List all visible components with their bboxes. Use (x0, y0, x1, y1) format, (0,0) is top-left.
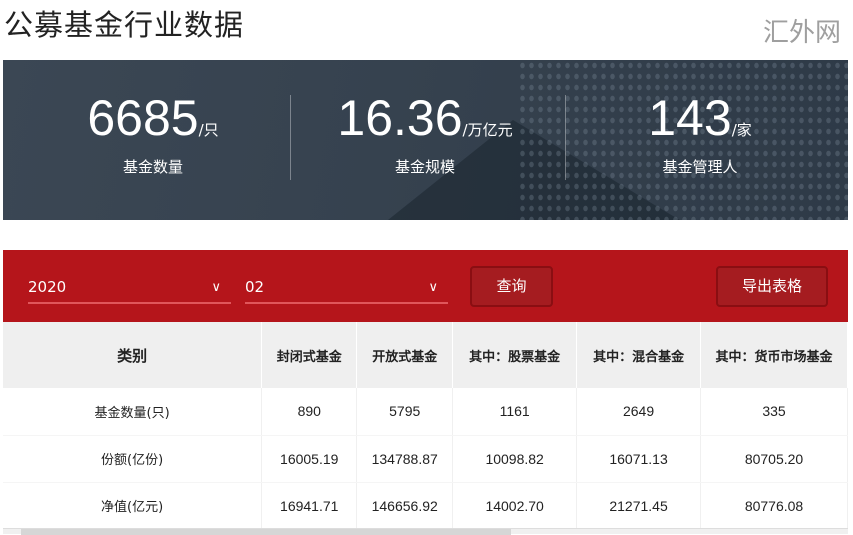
month-value: 02 (245, 278, 265, 296)
stat-unit: /家 (731, 121, 752, 139)
year-select[interactable]: 2020 ∨ (28, 272, 231, 304)
stat-fund-managers: 143/家 基金管理人 (560, 90, 840, 177)
banner-dots (518, 60, 848, 220)
month-select[interactable]: 02 ∨ (245, 272, 448, 304)
table-cell: 14002.70 (452, 482, 578, 530)
stat-unit: /只 (198, 121, 219, 139)
watermark-logo: 汇外网 (762, 18, 841, 48)
column-header: 类别 (3, 322, 263, 388)
chevron-down-icon: ∨ (428, 280, 438, 295)
stat-value: 143 (648, 90, 732, 146)
table-cell: 21271.45 (576, 482, 702, 530)
horizontal-scrollbar[interactable] (3, 528, 848, 535)
stat-label: 基金管理人 (662, 158, 738, 176)
table-cell: 80776.08 (700, 482, 848, 530)
table-cell: 890 (261, 388, 358, 436)
table-cell: 2649 (576, 388, 702, 436)
stat-fund-scale: 16.36/万亿元 基金规模 (285, 90, 565, 177)
table-cell: 5795 (356, 388, 454, 436)
column-header: 封闭式基金 (261, 322, 358, 388)
table-row: 基金数量(只) 890 5795 1161 2649 335 (3, 388, 848, 436)
column-header: 其中：股票基金 (452, 322, 578, 388)
chevron-down-icon: ∨ (211, 280, 221, 295)
page-title: 公募基金行业数据 (4, 8, 245, 42)
table-cell: 146656.92 (356, 482, 454, 530)
stat-label: 基金数量 (122, 158, 183, 176)
column-header: 开放式基金 (356, 322, 454, 388)
table-cell: 335 (700, 388, 848, 436)
column-header: 其中：混合基金 (576, 322, 702, 388)
table-cell: 1161 (452, 388, 578, 436)
stats-banner: 6685/只 基金数量 16.36/万亿元 基金规模 143/家 基金管理人 (3, 60, 848, 220)
banner-decoration (363, 120, 713, 220)
table-cell: 份额(亿份) (3, 435, 263, 483)
filter-bar: 2020 ∨ 02 ∨ 查询 导出表格 (3, 250, 848, 322)
stat-value: 16.36 (337, 90, 463, 146)
year-value: 2020 (28, 278, 67, 296)
table-cell: 80705.20 (700, 435, 848, 483)
query-button[interactable]: 查询 (470, 266, 553, 307)
scrollbar-thumb[interactable] (21, 529, 511, 535)
table-cell: 16941.71 (261, 482, 358, 530)
table-row: 份额(亿份) 16005.19 134788.87 10098.82 16071.13 8… (3, 435, 848, 483)
table-cell: 134788.87 (356, 435, 454, 483)
stat-value: 6685 (87, 90, 199, 146)
stat-unit: /万亿元 (462, 121, 513, 139)
table-cell: 净值(亿元) (3, 482, 263, 530)
column-header: 其中：货币市场基金 (700, 322, 848, 388)
divider (565, 95, 566, 180)
table-cell: 16005.19 (261, 435, 358, 483)
table-cell: 16071.13 (576, 435, 702, 483)
divider (290, 95, 291, 180)
stat-fund-count: 6685/只 基金数量 (13, 90, 293, 177)
table-cell: 基金数量(只) (3, 388, 263, 436)
stat-label: 基金规模 (394, 158, 455, 176)
table-cell: 10098.82 (452, 435, 578, 483)
fund-data-table: 类别 封闭式基金 开放式基金 其中：股票基金 其中：混合基金 其中：货币市场基金… (3, 322, 848, 530)
table-row: 净值(亿元) 16941.71 146656.92 14002.70 21271.45 8… (3, 482, 848, 530)
table-header-row: 类别 封闭式基金 开放式基金 其中：股票基金 其中：混合基金 其中：货币市场基金 (3, 322, 848, 388)
export-table-button[interactable]: 导出表格 (716, 266, 828, 307)
